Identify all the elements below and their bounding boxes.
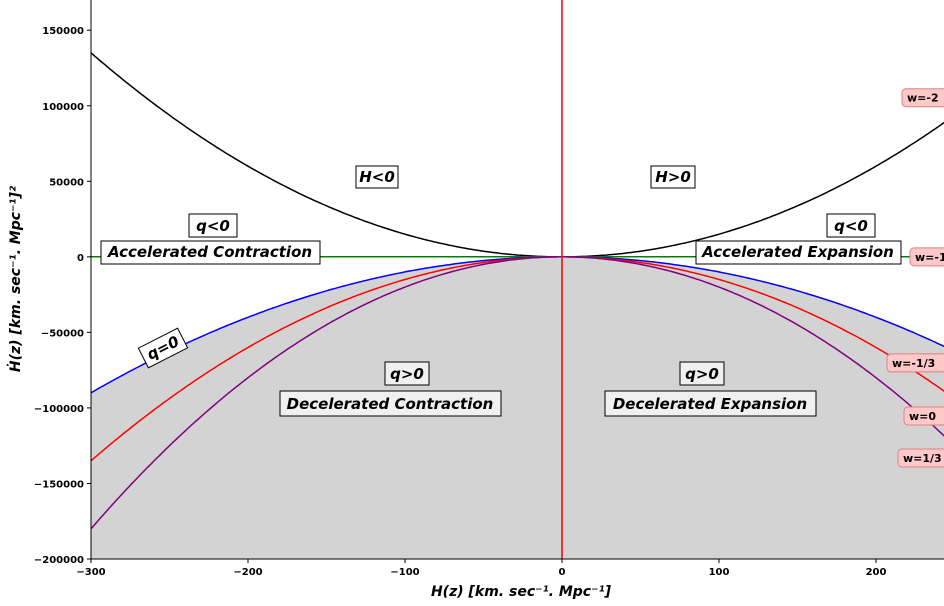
series-tag-label: w=0 [909, 410, 936, 423]
y-axis-title: Ḣ(z) [km. sec⁻¹. Mpc⁻¹]² [7, 185, 24, 372]
series-tag-label: w=1/3 [903, 452, 942, 465]
series-tag-label: w=-1 [915, 251, 944, 264]
annotation-q-positive-left: q>0 [384, 361, 430, 386]
y-tick-label: 0 [77, 253, 84, 264]
x-tick-label: 200 [866, 567, 887, 578]
annotation-decelerated-expansion-text: Decelerated Expansion [613, 395, 807, 413]
annotation-q-positive-right-text: q>0 [685, 365, 719, 383]
annotation-accelerated-expansion: Accelerated Expansion [695, 240, 902, 265]
series-tag-w-1-3: w=-1/3 [886, 353, 944, 373]
annotation-h-positive-text: H>0 [655, 168, 691, 186]
annotation-q-negative-right-text: q<0 [834, 217, 868, 235]
plot-area [91, 0, 944, 559]
annotation-q-positive-right: q>0 [679, 361, 725, 386]
series-tag-w-1: w=-1 [909, 247, 944, 267]
y-tick-label: −200000 [34, 555, 84, 566]
x-tick-label: 0 [559, 567, 566, 578]
y-tick-label: −50000 [41, 328, 84, 339]
annotation-decelerated-contraction-text: Decelerated Contraction [287, 395, 494, 413]
annotation-decelerated-contraction: Decelerated Contraction [279, 390, 502, 417]
annotation-accelerated-contraction-text: Accelerated Contraction [107, 243, 312, 261]
annotation-decelerated-expansion: Decelerated Expansion [604, 390, 817, 417]
series-tag-w-2: w=-2 [901, 88, 944, 108]
annotation-q-negative-left: q<0 [188, 213, 238, 238]
series-tag-label: w=-2 [907, 92, 939, 105]
annotation-accelerated-contraction: Accelerated Contraction [100, 240, 321, 265]
decelerated-region-fill [91, 256, 944, 559]
annotation-q-negative-right: q<0 [826, 213, 876, 238]
series-tag-w-0: w=0 [903, 406, 944, 426]
plot-frame [90, 0, 944, 560]
annotation-q-positive-left-text: q>0 [390, 365, 424, 383]
annotation-q-negative-left-text: q<0 [196, 217, 230, 235]
x-tick-label: −100 [390, 567, 419, 578]
y-tick-label: 100000 [42, 102, 84, 113]
annotation-h-negative: H<0 [355, 165, 399, 189]
series-tag-label: w=-1/3 [892, 357, 935, 370]
x-tick-label: −300 [76, 567, 105, 578]
y-tick-label: 150000 [42, 26, 84, 37]
annotation-h-positive: H>0 [650, 165, 696, 189]
x-axis-title: H(z) [km. sec⁻¹. Mpc⁻¹] [431, 584, 612, 600]
y-tick-label: 50000 [49, 177, 84, 188]
x-tick-label: 100 [709, 567, 730, 578]
annotation-accelerated-expansion-text: Accelerated Expansion [701, 243, 894, 261]
y-tick-label: −150000 [34, 479, 84, 490]
x-tick-label: −200 [233, 567, 262, 578]
series-tag-w-1-3: w=1/3 [897, 448, 944, 468]
y-tick-label: −100000 [34, 404, 84, 415]
annotation-h-negative-text: H<0 [359, 168, 395, 186]
